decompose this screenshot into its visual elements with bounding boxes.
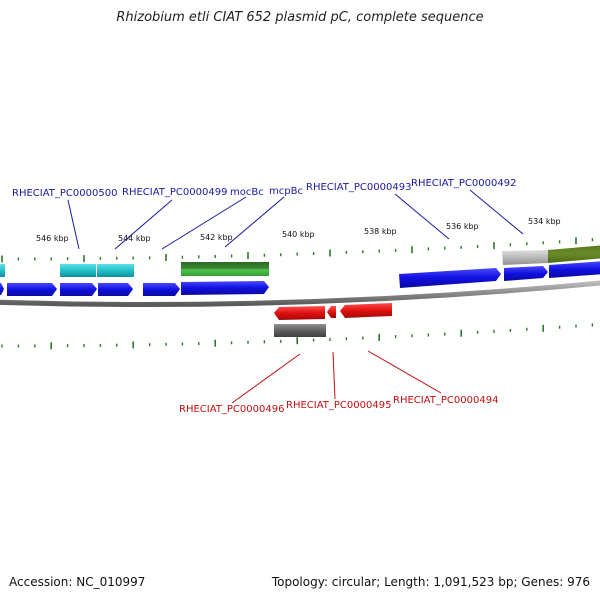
feature-rna [97,264,134,277]
cds-forward-arrow [399,268,501,288]
gene-label-rheciat-pc0000496: RHECIAT_PC0000496 [179,404,284,415]
inner-tick-row [1,323,594,350]
scale-label-540: 540 kbp [282,230,315,239]
scale-label-542: 542 kbp [200,233,233,242]
leader-line [231,353,301,404]
gene-label-mcpbc: mcpBc [269,186,303,197]
leader-line [114,199,173,250]
top-leader-lines [67,189,524,250]
map-title: Rhizobium etli CIAT 652 plasmid pC, comp… [116,10,484,25]
accession-text: Accession: NC_010997 [9,575,146,589]
forward-strand-row [0,261,600,296]
cds-forward-arrow [98,283,133,296]
cds-reverse-arrow [274,306,325,320]
backbone-arc [0,280,600,307]
cds-forward-arrow [143,283,180,296]
cds-forward-arrow [0,283,4,295]
cds-reverse-arrow [340,303,392,318]
gene-label-rheciat-pc0000500: RHECIAT_PC0000500 [12,188,117,199]
gene-label-rheciat-pc0000493: RHECIAT_PC0000493 [306,182,411,193]
scale-label-546: 546 kbp [36,234,69,243]
cds-reverse-arrow [327,306,336,318]
reverse-strand-row [274,303,392,337]
scale-label-544: 544 kbp [118,234,151,243]
bottom-leader-lines [231,350,442,404]
leader-line [224,196,285,248]
cds-forward-arrow [60,283,97,296]
feature-pseudo [502,250,548,265]
feature-rna [0,264,5,277]
gene-label-rheciat-pc0000492: RHECIAT_PC0000492 [411,178,516,189]
feature-other [548,245,600,263]
feature-other [181,262,269,276]
scale-label-538: 538 kbp [364,227,397,236]
top-gene-labels: RHECIAT_PC0000500 RHECIAT_PC0000499 mocB… [12,178,516,199]
gene-label-rheciat-pc0000494: RHECIAT_PC0000494 [393,395,498,406]
scale-label-536: 536 kbp [446,222,479,231]
cds-forward-arrow [504,266,548,281]
topology-summary: Topology: circular; Length: 1,091,523 bp… [271,575,590,589]
cds-forward-arrow [7,283,57,296]
leader-line [367,350,442,394]
feature-pseudo [274,324,326,337]
leader-line [469,189,524,235]
gene-label-mocbc: mocBc [230,187,264,198]
gene-label-rheciat-pc0000499: RHECIAT_PC0000499 [122,187,227,198]
outer-tick-row [1,237,594,263]
feature-rna [60,264,96,277]
leader-line [394,193,450,240]
cds-forward-arrow [181,281,269,295]
scale-labels: 546 kbp 544 kbp 542 kbp 540 kbp 538 kbp … [36,217,561,243]
scale-label-534: 534 kbp [528,217,561,226]
gene-label-rheciat-pc0000495: RHECIAT_PC0000495 [286,400,391,411]
leader-line [161,196,247,250]
leader-line [67,199,80,250]
outer-feature-row [0,245,600,277]
bottom-gene-labels: RHECIAT_PC0000496 RHECIAT_PC0000495 RHEC… [179,395,498,415]
cds-forward-arrow [549,261,600,278]
leader-line [332,351,336,400]
